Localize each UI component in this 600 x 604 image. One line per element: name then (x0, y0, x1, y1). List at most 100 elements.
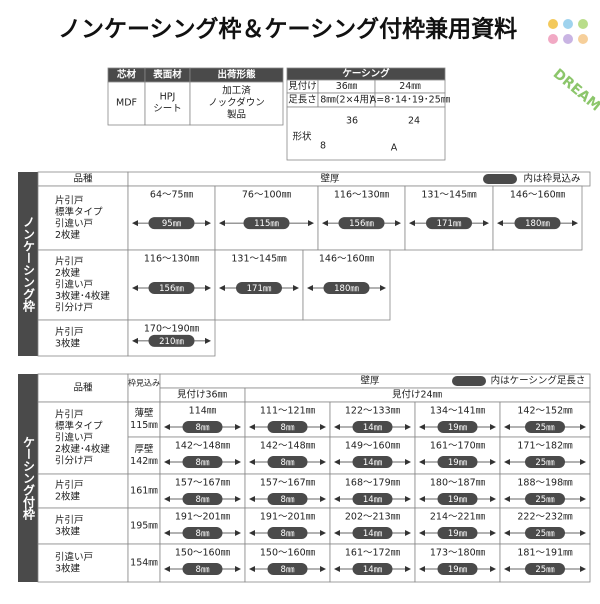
cell-box (127, 507, 161, 545)
value-label: 14㎜ (363, 495, 383, 505)
arrow-head (235, 566, 241, 572)
type-label: 片引戸 (55, 409, 84, 421)
arrow-head (580, 566, 586, 572)
arrow-head (320, 459, 326, 465)
value-label: 25㎜ (535, 423, 555, 433)
arrow-head (419, 566, 425, 572)
shape-label: 8 (320, 141, 326, 152)
logo-dot (578, 34, 588, 44)
arrow-head (483, 220, 489, 227)
arrow-head (249, 566, 255, 572)
wall-range: 116～130㎜ (334, 190, 390, 201)
type-label: 2枚建 (55, 267, 81, 279)
type-label: 標準タイプ (55, 206, 103, 218)
value-pill (437, 421, 478, 433)
casing-table-title: ケーシング (342, 68, 390, 80)
cell-box (127, 171, 591, 187)
header: 品種 (73, 383, 93, 394)
arrow-head (580, 459, 586, 465)
value-pill (525, 563, 565, 575)
cell-box (37, 401, 129, 475)
arrow-head (490, 496, 496, 502)
cell-box (37, 185, 129, 251)
value-pill (267, 563, 308, 575)
type-label: 標準タイプ (55, 420, 103, 432)
value-pill (525, 456, 565, 468)
side-label: ケーシング付枠 (22, 436, 36, 521)
arrow-head (580, 424, 586, 430)
header: 枠見込み (128, 378, 160, 388)
arrow-head (580, 496, 586, 502)
type-label: 片引戸 (55, 326, 84, 338)
type-label: 3枚建 (55, 562, 81, 574)
value-label: 14㎜ (363, 565, 383, 575)
wall-range: 150～160㎜ (175, 548, 231, 559)
cell-box (144, 81, 191, 126)
value-pill (352, 527, 393, 539)
arrow-head (293, 285, 299, 291)
arrow-head (322, 220, 328, 227)
value-label: 8㎜ (281, 423, 295, 433)
wall-range: 131～145㎜ (421, 190, 477, 201)
value-pill (437, 493, 478, 505)
type-label: 3枚建 (55, 337, 81, 349)
type-label: 引違い戸 (55, 432, 93, 444)
arrow-head (490, 424, 496, 430)
legend: 内は枠見込み (523, 173, 580, 185)
arrow-head (320, 496, 326, 502)
depth-label: 154㎜ (130, 558, 158, 569)
value-label: 14㎜ (363, 529, 383, 539)
casing-row-label: 形状 (292, 131, 312, 143)
arrow-head (409, 220, 415, 227)
arrow-head (164, 424, 170, 430)
arrow-head (419, 530, 425, 536)
arrow-head (334, 530, 340, 536)
logo-dot (563, 34, 573, 44)
value-label: 14㎜ (363, 458, 383, 468)
value-label: 8㎜ (196, 529, 210, 539)
wall-range: 111～121㎜ (260, 406, 316, 417)
spec-header: 出荷形態 (217, 69, 256, 81)
arrow-head (572, 220, 578, 227)
arrow-head (334, 424, 340, 430)
value-pill (182, 527, 223, 539)
value-label: 8㎜ (196, 458, 210, 468)
logo-text: DREAM (550, 66, 600, 115)
arrow-head (405, 496, 411, 502)
value-pill (182, 493, 223, 505)
depth-label: 115㎜ (130, 420, 158, 431)
value-pill (437, 563, 478, 575)
legend: 内はケーシング足長さ (491, 375, 586, 387)
arrow-head (490, 459, 496, 465)
spec-value: ノックダウン (208, 97, 264, 109)
arrow-head (419, 496, 425, 502)
logo: DREAM (548, 19, 600, 115)
arrow-head (249, 459, 255, 465)
wall-range: 122～133㎜ (345, 406, 401, 417)
cell-box (37, 473, 129, 509)
value-pill (267, 456, 308, 468)
header: 壁厚 (360, 375, 380, 387)
value-pill (514, 217, 561, 230)
arrow-head (504, 424, 510, 430)
value-label: 19㎜ (448, 529, 468, 539)
wall-range: 157～167㎜ (175, 478, 231, 489)
arrow-head (249, 496, 255, 502)
arrow-head (235, 424, 241, 430)
arrow-head (497, 220, 503, 227)
wall-range: 146～160㎜ (510, 190, 566, 201)
wall-range: 191～201㎜ (175, 512, 231, 523)
type-label: 片引戸 (55, 256, 84, 268)
casing-cell: 36㎜ (336, 81, 358, 92)
value-label: 156㎜ (349, 219, 374, 229)
value-pill (437, 456, 478, 468)
cell-box (37, 543, 129, 583)
depth-label: 142㎜ (130, 456, 158, 467)
arrow-head (320, 566, 326, 572)
arrow-head (219, 285, 225, 291)
cell-box (37, 319, 129, 357)
value-pill (525, 527, 565, 539)
value-label: 95㎜ (162, 219, 182, 229)
value-pill (182, 456, 223, 468)
type-label: 3枚建･4枚建 (55, 290, 110, 302)
